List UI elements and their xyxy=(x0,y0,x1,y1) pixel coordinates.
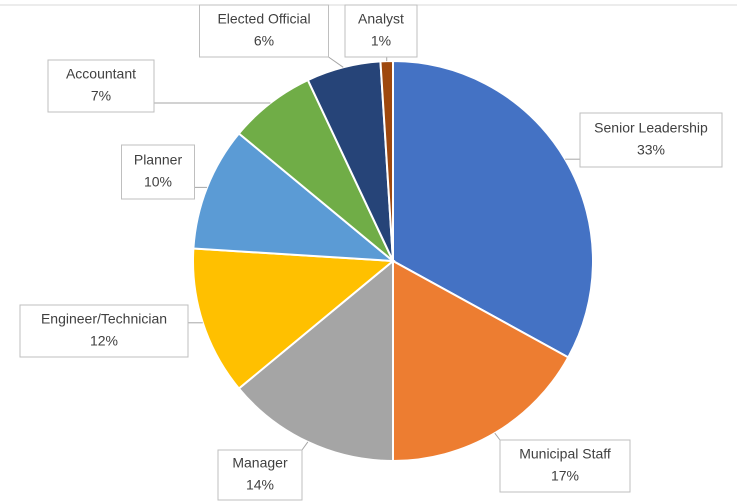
pie-slice xyxy=(192,247,396,390)
data-label-value: 7% xyxy=(91,88,111,104)
pie-slice xyxy=(392,259,570,463)
data-label-value: 14% xyxy=(246,477,274,493)
label-box xyxy=(19,304,189,358)
data-label-category: Municipal Staff xyxy=(519,446,611,462)
data-label-value: 17% xyxy=(551,468,579,484)
data-label-category: Analyst xyxy=(358,11,404,27)
leader-line xyxy=(301,441,309,451)
label-box xyxy=(121,144,195,200)
data-label-value: 1% xyxy=(371,33,391,49)
label-box xyxy=(344,4,418,58)
data-label-category: Elected Official xyxy=(217,11,310,27)
data-label-value: 6% xyxy=(254,33,274,49)
label-box xyxy=(499,439,631,493)
label-box xyxy=(217,449,303,501)
pie-slice xyxy=(379,59,394,262)
data-label-category: Accountant xyxy=(66,66,136,82)
data-label-category: Planner xyxy=(134,152,183,168)
data-label-value: 33% xyxy=(637,142,665,158)
label-box xyxy=(47,59,155,113)
data-label-category: Manager xyxy=(232,455,288,471)
pie-slice xyxy=(392,59,594,359)
label-box xyxy=(579,112,723,168)
data-label-value: 10% xyxy=(144,174,172,190)
leader-line xyxy=(328,56,344,68)
pie-slice xyxy=(192,132,397,263)
leader-line xyxy=(494,432,501,441)
data-label-category: Engineer/Technician xyxy=(41,311,167,327)
data-label-category: Senior Leadership xyxy=(594,120,708,136)
label-box xyxy=(199,4,329,58)
pie-slice xyxy=(237,258,394,463)
data-label-value: 12% xyxy=(90,333,118,349)
